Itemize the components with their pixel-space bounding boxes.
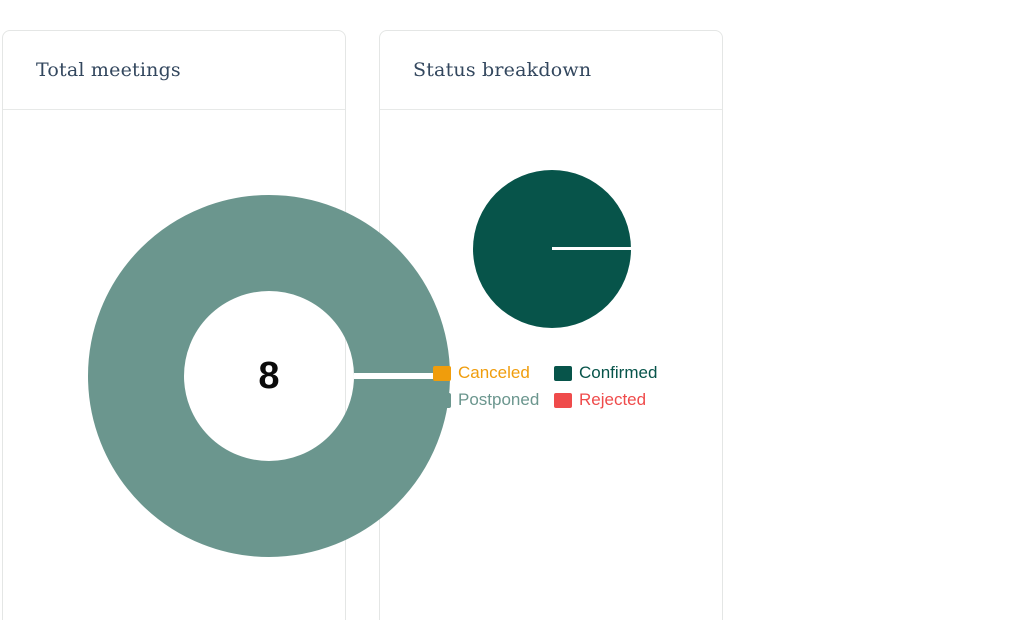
total-meetings-title: Total meetings [36,59,181,81]
postponed-swatch-icon [433,392,451,408]
rejected-swatch-icon [554,392,572,408]
legend-item-postponed[interactable]: Postponed [433,391,554,409]
total-meetings-card: Total meetings 8 [2,30,450,620]
canceled-swatch-icon [433,365,451,381]
total-meetings-card-header: Total meetings [3,31,345,110]
legend-item-confirmed[interactable]: Confirmed [554,364,657,382]
legend-item-canceled[interactable]: Canceled [433,364,554,382]
status-breakdown-title: Status breakdown [413,59,592,81]
total-meetings-donut-chart: 8 [88,195,450,557]
total-meetings-value: 8 [258,355,280,397]
donut-center-hole: 8 [184,291,354,461]
legend-label-rejected: Rejected [579,390,647,409]
pie-slice-divider [552,247,631,250]
status-breakdown-pie-chart [473,170,631,328]
legend-label-postponed: Postponed [458,390,540,409]
status-breakdown-card-header: Status breakdown [380,31,722,110]
legend-label-confirmed: Confirmed [579,363,658,382]
donut-slice-divider [354,373,450,379]
status-legend: Canceled Confirmed Postponed Rejected [433,364,657,409]
confirmed-swatch-icon [554,365,572,381]
legend-item-rejected[interactable]: Rejected [554,391,657,409]
legend-label-canceled: Canceled [458,363,530,382]
